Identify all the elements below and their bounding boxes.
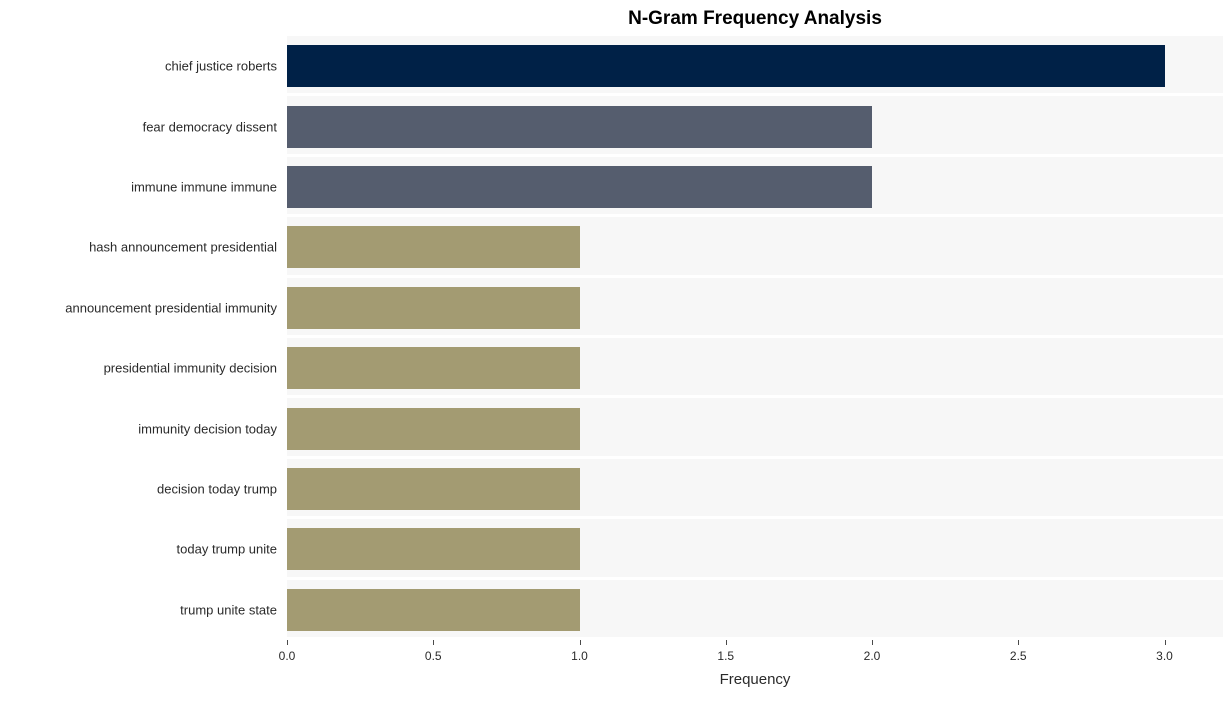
bar <box>287 287 580 329</box>
bar <box>287 166 872 208</box>
y-tick-label: immune immune immune <box>131 180 277 195</box>
x-tick-label: 1.5 <box>717 649 734 663</box>
x-tick-label: 2.0 <box>864 649 881 663</box>
chart-title: N-Gram Frequency Analysis <box>0 8 1223 30</box>
x-tick-mark <box>580 640 581 645</box>
bar <box>287 589 580 631</box>
bar <box>287 528 580 570</box>
y-tick-label: today trump unite <box>177 542 277 557</box>
x-tick-label: 2.5 <box>1010 649 1027 663</box>
x-tick-label: 0.5 <box>425 649 442 663</box>
y-tick-label: chief justice roberts <box>165 59 277 74</box>
x-tick-mark <box>1018 640 1019 645</box>
bar <box>287 408 580 450</box>
x-axis-title: Frequency <box>287 671 1223 688</box>
y-tick-label: hash announcement presidential <box>89 240 277 255</box>
x-tick-label: 3.0 <box>1156 649 1173 663</box>
bar <box>287 226 580 268</box>
bar <box>287 45 1165 87</box>
y-tick-label: presidential immunity decision <box>104 361 277 376</box>
bar <box>287 106 872 148</box>
y-tick-label: decision today trump <box>157 482 277 497</box>
x-tick-mark <box>433 640 434 645</box>
y-tick-label: announcement presidential immunity <box>65 300 277 315</box>
x-tick-mark <box>1165 640 1166 645</box>
ngram-frequency-chart: N-Gram Frequency Analysis chief justice … <box>0 0 1226 701</box>
plot-area: chief justice robertsfear democracy diss… <box>287 36 1223 640</box>
bar <box>287 468 580 510</box>
x-tick-label: 0.0 <box>279 649 296 663</box>
bar <box>287 347 580 389</box>
x-tick-mark <box>872 640 873 645</box>
x-tick-label: 1.0 <box>571 649 588 663</box>
y-tick-label: immunity decision today <box>138 421 277 436</box>
y-tick-label: fear democracy dissent <box>143 119 277 134</box>
x-tick-mark <box>726 640 727 645</box>
y-tick-label: trump unite state <box>180 602 277 617</box>
x-tick-mark <box>287 640 288 645</box>
